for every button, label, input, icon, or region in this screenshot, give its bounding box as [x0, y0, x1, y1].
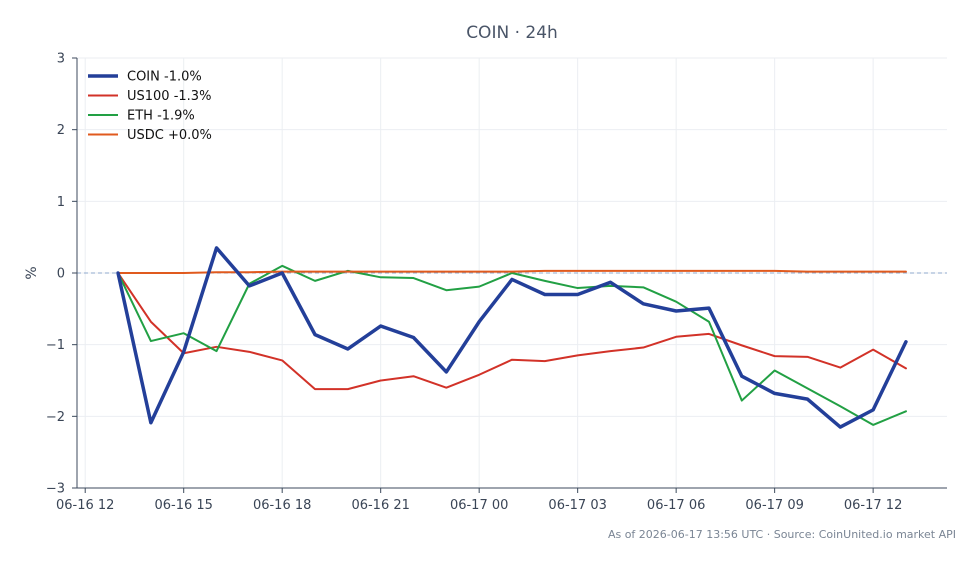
chart-title: COIN · 24h	[466, 23, 558, 43]
y-tick-label-6: 3	[57, 52, 65, 67]
y-tick-label-0: −3	[46, 482, 65, 497]
x-axis-ticks: 06-16 12 06-16 15 06-16 18 06-16 21 06-17 00…	[56, 488, 902, 513]
x-tick-label-8: 06-17 12	[844, 498, 902, 513]
y-tick-label-3: 0	[57, 267, 65, 282]
legend: COIN -1.0% US100 -1.3% ETH -1.9% USDC +0.0%	[88, 70, 212, 143]
series-line-3	[117, 269, 907, 274]
x-tick-label-0: 06-16 12	[56, 498, 114, 513]
series-lines	[116, 246, 908, 429]
y-axis-label: %	[24, 266, 40, 279]
x-tick-label-3: 06-16 21	[351, 498, 409, 513]
x-tick-label-5: 06-17 03	[548, 498, 606, 513]
x-tick-label-1: 06-16 15	[154, 498, 212, 513]
legend-label-0: COIN -1.0%	[127, 70, 202, 85]
legend-label-3: USDC +0.0%	[127, 128, 212, 143]
y-tick-label-2: −1	[46, 338, 65, 353]
footer-note: As of 2026-06-17 13:56 UTC · Source: Coi…	[608, 528, 956, 541]
y-tick-label-4: 1	[57, 195, 65, 210]
legend-label-1: US100 -1.3%	[127, 89, 211, 104]
x-tick-label-6: 06-17 06	[647, 498, 705, 513]
y-axis-ticks: −3 −2 −1 0 1 2 3	[46, 52, 77, 497]
x-tick-label-4: 06-17 00	[450, 498, 508, 513]
x-tick-label-2: 06-16 18	[253, 498, 311, 513]
legend-label-2: ETH -1.9%	[127, 109, 195, 124]
x-tick-label-7: 06-17 09	[745, 498, 803, 513]
series-line-1	[117, 272, 907, 391]
series-line-2	[117, 264, 907, 426]
series-line-0	[116, 246, 908, 429]
y-tick-label-1: −2	[46, 410, 65, 425]
y-tick-label-5: 2	[57, 123, 65, 138]
